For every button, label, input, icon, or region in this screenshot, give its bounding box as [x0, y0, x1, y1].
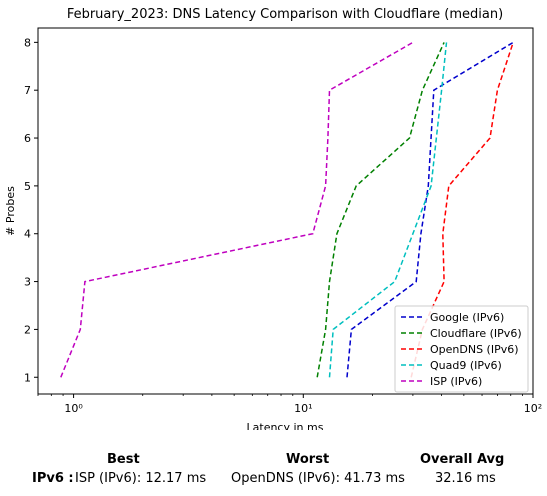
y-tick-label: 1: [24, 371, 31, 384]
y-tick-label: 4: [24, 228, 31, 241]
summary-best-header: Best: [107, 452, 140, 467]
x-tick-label: 10⁰: [64, 402, 83, 415]
legend-label: Quad9 (IPv6): [430, 359, 502, 372]
series-line-1: [316, 42, 445, 378]
plot-frame: [37, 27, 534, 395]
summary-worst-header: Worst: [286, 452, 330, 467]
legend-label: Cloudflare (IPv6): [430, 327, 522, 340]
x-tick-label: 10¹: [294, 402, 312, 415]
y-axis-ticks: 1 2 3 4 5 6 7 8: [24, 36, 38, 384]
legend: Google (IPv6) Cloudflare (IPv6) OpenDNS (I…: [394, 305, 529, 393]
series-line-0: [346, 41, 514, 378]
y-tick-label: 3: [24, 276, 31, 289]
series-line-3: [328, 42, 448, 378]
y-tick-label: 8: [24, 36, 31, 49]
y-tick-label: 7: [24, 84, 31, 97]
summary-worst-value: OpenDNS (IPv6): 41.73 ms: [231, 471, 405, 486]
chart-title: February_2023: DNS Latency Comparison wi…: [67, 7, 503, 22]
x-axis-ticks: 10⁰ 10¹ 10²: [37, 394, 542, 415]
summary-best-value: ISP (IPv6): 12.17 ms: [75, 471, 207, 486]
summary-avg-value: 32.16 ms: [435, 471, 496, 486]
legend-label: Google (IPv6): [430, 311, 504, 324]
y-axis-label: # Probes: [4, 186, 17, 236]
summary-row-label: IPv6 :: [32, 471, 74, 486]
legend-label: OpenDNS (IPv6): [430, 343, 519, 356]
y-tick-label: 5: [24, 180, 31, 193]
legend-label: ISP (IPv6): [430, 375, 482, 388]
y-tick-label: 2: [24, 323, 31, 336]
y-tick-label: 6: [24, 132, 31, 145]
legend-frame: [394, 305, 529, 393]
series-line-4: [60, 41, 414, 378]
x-tick-label: 10²: [524, 402, 542, 415]
summary-avg-header: Overall Avg: [420, 452, 505, 467]
latency-chart: February_2023: DNS Latency Comparison wi…: [4, 7, 542, 430]
x-axis-label: Latency in ms: [247, 421, 324, 430]
